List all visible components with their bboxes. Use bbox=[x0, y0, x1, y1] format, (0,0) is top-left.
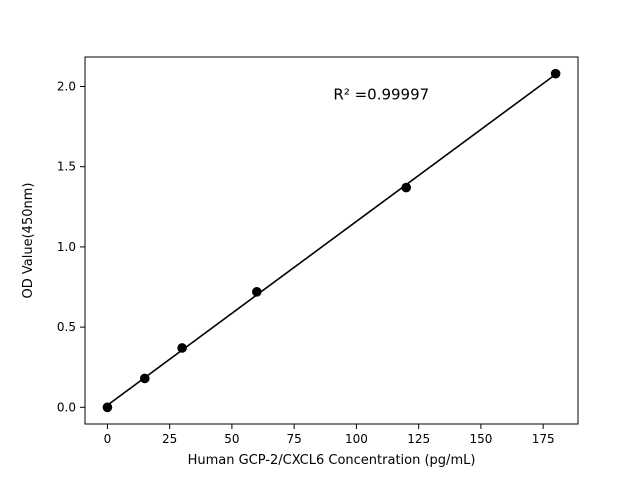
y-tick-label: 1.5 bbox=[57, 160, 76, 174]
y-tick-label: 2.0 bbox=[57, 80, 76, 94]
data-points bbox=[102, 68, 561, 413]
data-point bbox=[252, 287, 262, 297]
y-tick-label: 0.0 bbox=[57, 400, 76, 414]
y-tick-label: 0.5 bbox=[57, 320, 76, 334]
x-axis: 0 25 50 75 100 125 150 175 bbox=[104, 424, 555, 446]
y-axis: 0.0 0.5 1.0 1.5 2.0 bbox=[57, 80, 85, 414]
x-tick-label: 150 bbox=[469, 432, 492, 446]
data-point bbox=[139, 373, 150, 384]
r-squared-annotation: R² =0.99997 bbox=[333, 85, 429, 103]
y-axis-label: OD Value(450nm) bbox=[21, 183, 36, 299]
x-tick-label: 175 bbox=[532, 432, 555, 446]
data-point bbox=[550, 68, 561, 79]
x-tick-label: 100 bbox=[345, 432, 368, 446]
x-tick-label: 125 bbox=[407, 432, 430, 446]
axes-frame bbox=[84, 56, 579, 425]
x-tick-label: 75 bbox=[287, 432, 302, 446]
x-tick-label: 50 bbox=[224, 432, 239, 446]
x-tick-label: 25 bbox=[162, 432, 177, 446]
data-point bbox=[177, 343, 187, 353]
x-axis-label: Human GCP-2/CXCL6 Concentration (pg/mL) bbox=[188, 453, 476, 468]
data-point bbox=[102, 402, 113, 413]
y-tick-label: 1.0 bbox=[57, 240, 76, 254]
x-tick-label: 0 bbox=[104, 432, 112, 446]
fit-line bbox=[106, 73, 557, 406]
data-point bbox=[401, 182, 411, 193]
